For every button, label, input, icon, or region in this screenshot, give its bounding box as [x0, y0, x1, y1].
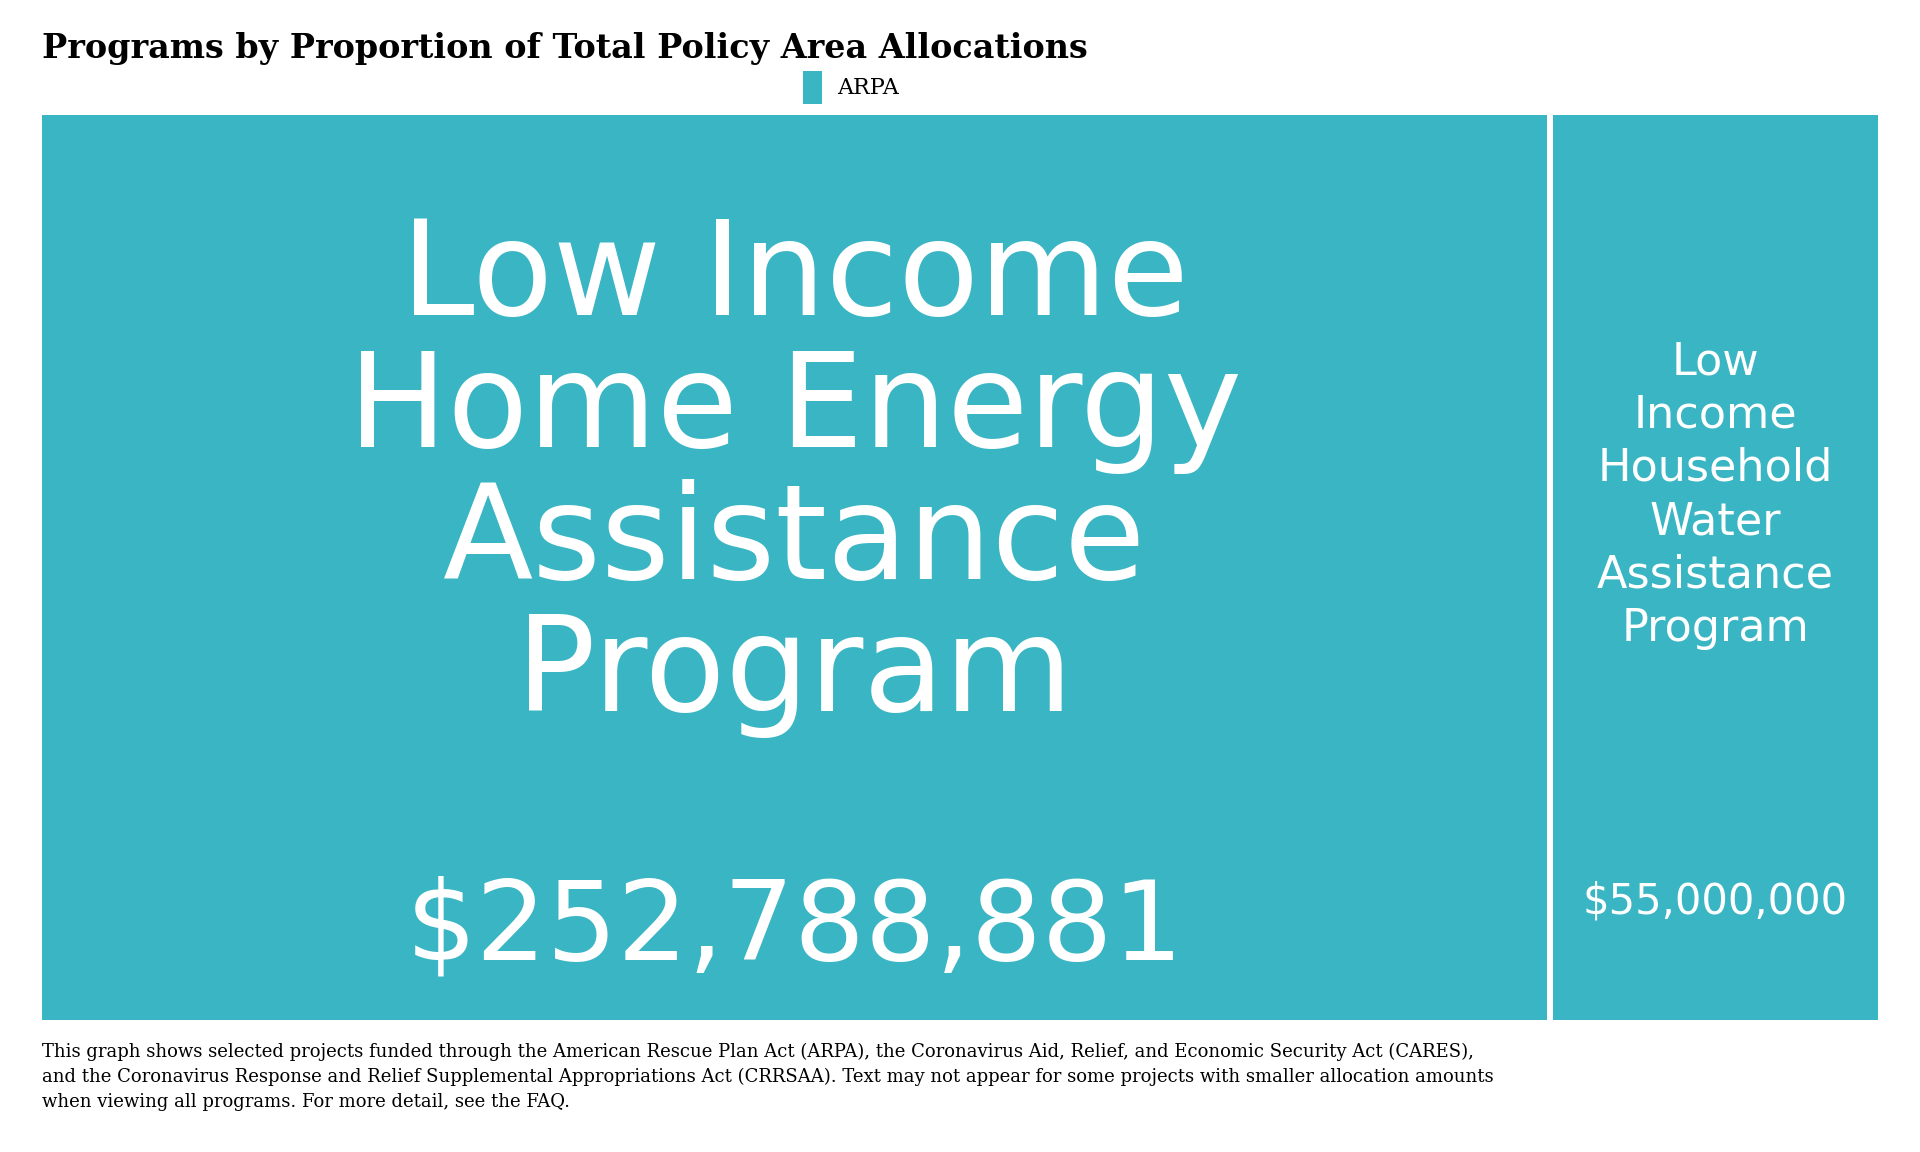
Text: $55,000,000: $55,000,000 [1582, 881, 1847, 923]
Text: $252,788,881: $252,788,881 [405, 876, 1183, 983]
Text: Low
Income
Household
Water
Assistance
Program: Low Income Household Water Assistance Pr… [1597, 341, 1834, 650]
Text: Low Income
Home Energy
Assistance
Program: Low Income Home Energy Assistance Progra… [348, 215, 1242, 738]
Text: Programs by Proportion of Total Policy Area Allocations: Programs by Proportion of Total Policy A… [42, 32, 1089, 66]
Text: This graph shows selected projects funded through the American Rescue Plan Act (: This graph shows selected projects funde… [42, 1043, 1494, 1112]
Text: ARPA: ARPA [837, 76, 899, 99]
